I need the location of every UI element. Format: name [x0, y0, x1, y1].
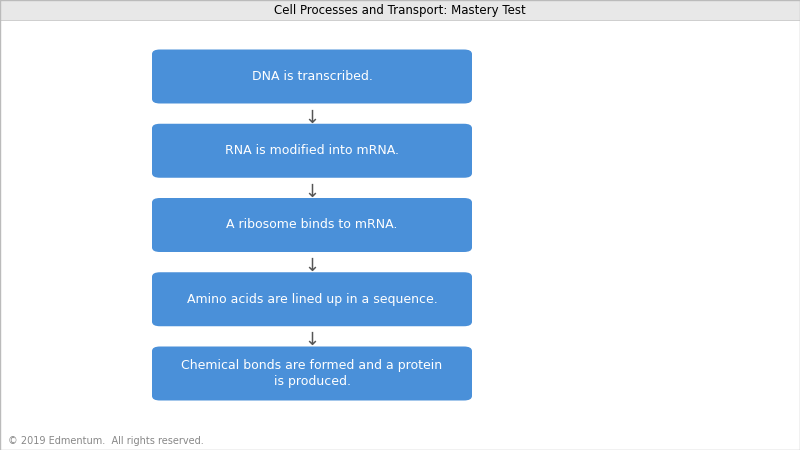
- Text: ↓: ↓: [305, 331, 319, 349]
- Text: © 2019 Edmentum.  All rights reserved.: © 2019 Edmentum. All rights reserved.: [8, 436, 204, 446]
- Text: ↓: ↓: [305, 108, 319, 126]
- FancyBboxPatch shape: [152, 346, 472, 400]
- Text: A ribosome binds to mRNA.: A ribosome binds to mRNA.: [226, 219, 398, 231]
- FancyBboxPatch shape: [152, 272, 472, 326]
- FancyBboxPatch shape: [152, 198, 472, 252]
- Text: ↓: ↓: [305, 257, 319, 275]
- Text: Cell Processes and Transport: Mastery Test: Cell Processes and Transport: Mastery Te…: [274, 4, 526, 17]
- Text: Amino acids are lined up in a sequence.: Amino acids are lined up in a sequence.: [186, 293, 438, 306]
- Text: RNA is modified into mRNA.: RNA is modified into mRNA.: [225, 144, 399, 157]
- FancyBboxPatch shape: [152, 124, 472, 178]
- Text: ↓: ↓: [305, 183, 319, 201]
- Text: Chemical bonds are formed and a protein
is produced.: Chemical bonds are formed and a protein …: [182, 360, 442, 387]
- FancyBboxPatch shape: [0, 0, 800, 20]
- Text: DNA is transcribed.: DNA is transcribed.: [251, 70, 373, 83]
- FancyBboxPatch shape: [152, 50, 472, 104]
